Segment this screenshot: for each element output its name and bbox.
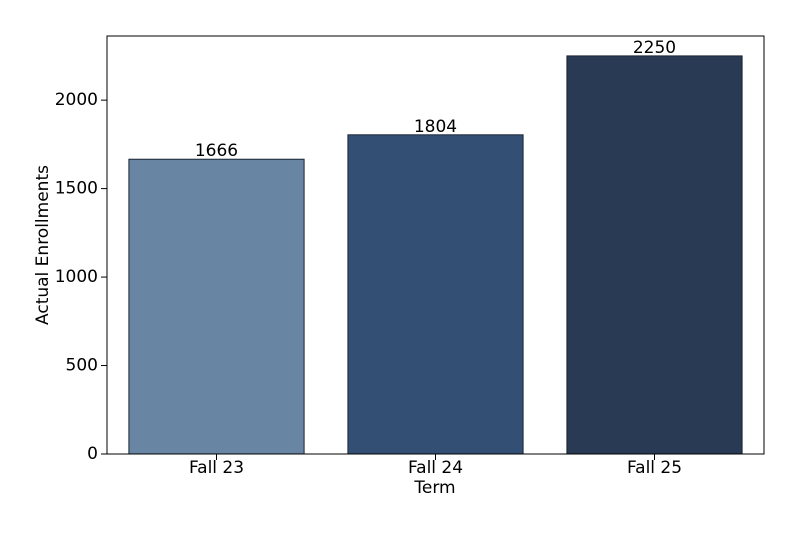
y-tick-label: 0 (87, 444, 98, 464)
bar (128, 158, 305, 455)
x-tick-label: Fall 24 (408, 458, 463, 478)
y-tick-label: 2000 (55, 90, 98, 110)
y-tick-label: 1500 (55, 179, 98, 199)
y-tick-label: 500 (66, 356, 98, 376)
plot-frame (106, 35, 765, 455)
x-tick-label: Fall 23 (189, 458, 244, 478)
bar (566, 55, 743, 455)
y-tick-label: 1000 (55, 267, 98, 287)
value-label: 1804 (414, 117, 457, 137)
value-label: 1666 (195, 141, 238, 161)
value-label: 2250 (633, 38, 676, 58)
y-axis-label: Actual Enrollments (33, 165, 53, 325)
x-tick-label: Fall 25 (627, 458, 682, 478)
bar (347, 134, 524, 455)
x-axis-label: Term (413, 478, 455, 498)
